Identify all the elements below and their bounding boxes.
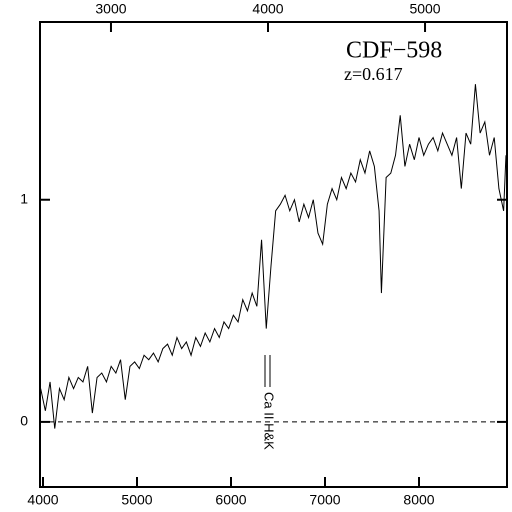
x-tick-label: 8000 [403, 492, 434, 508]
spectrum-line [40, 84, 507, 429]
x2-tick-label: 4000 [252, 1, 283, 17]
x-tick-label: 6000 [215, 492, 246, 508]
y-tick-label: 0 [20, 413, 28, 429]
x2-tick-label: 5000 [409, 1, 440, 17]
x-tick-label: 5000 [121, 492, 152, 508]
x-tick-label: 7000 [309, 492, 340, 508]
plot-frame [39, 21, 508, 488]
annotation: Ca II H&K [262, 392, 277, 450]
x-tick-label: 4000 [27, 492, 58, 508]
chart-subtitle: z=0.617 [344, 64, 403, 84]
x2-tick-label: 3000 [95, 1, 126, 17]
y-tick-label: 1 [20, 190, 28, 206]
chart-title: CDF−598 [346, 38, 442, 64]
